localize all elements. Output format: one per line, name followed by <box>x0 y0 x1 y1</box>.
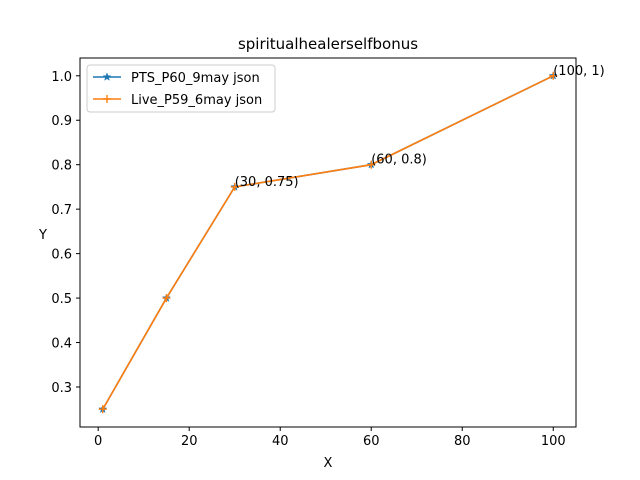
data-point-plus <box>162 294 171 303</box>
y-tick-label: 0.3 <box>51 381 72 396</box>
y-tick-label: 0.6 <box>51 248 72 263</box>
y-tick-label: 1.0 <box>51 70 72 85</box>
y-tick-label: 0.9 <box>51 114 72 129</box>
x-tick-label: 0 <box>94 434 102 449</box>
x-tick-label: 100 <box>541 434 566 449</box>
x-axis-label: X <box>324 456 333 471</box>
data-label: (60, 0.8) <box>371 153 427 168</box>
legend-label: PTS_P60_9may json <box>131 71 260 86</box>
chart-title: spiritualhealerselfbonus <box>238 35 418 53</box>
legend-marker-plus <box>103 95 111 103</box>
x-tick-label: 80 <box>454 434 471 449</box>
legend-marker-star <box>102 72 112 81</box>
x-tick-label: 40 <box>272 434 289 449</box>
y-tick-label: 0.4 <box>51 337 72 352</box>
plot-area-frame <box>79 57 577 428</box>
legend-box <box>86 64 276 113</box>
data-label: (100, 1) <box>553 64 605 79</box>
data-point-plus <box>549 71 558 80</box>
y-tick-label: 0.5 <box>51 292 72 307</box>
data-point-plus <box>230 182 239 191</box>
x-tick-label: 60 <box>363 434 380 449</box>
y-tick-label: 0.8 <box>51 159 72 174</box>
data-point-plus <box>98 405 107 414</box>
data-point-plus <box>367 160 376 169</box>
x-tick-label: 20 <box>181 434 198 449</box>
y-tick-label: 0.7 <box>51 203 72 218</box>
data-label: (30, 0.75) <box>235 175 299 190</box>
legend-label: Live_P59_6may json <box>131 93 262 108</box>
legend: PTS_P60_9may json Live_P59_6may json <box>86 64 276 113</box>
y-axis-label: Y <box>38 228 47 243</box>
